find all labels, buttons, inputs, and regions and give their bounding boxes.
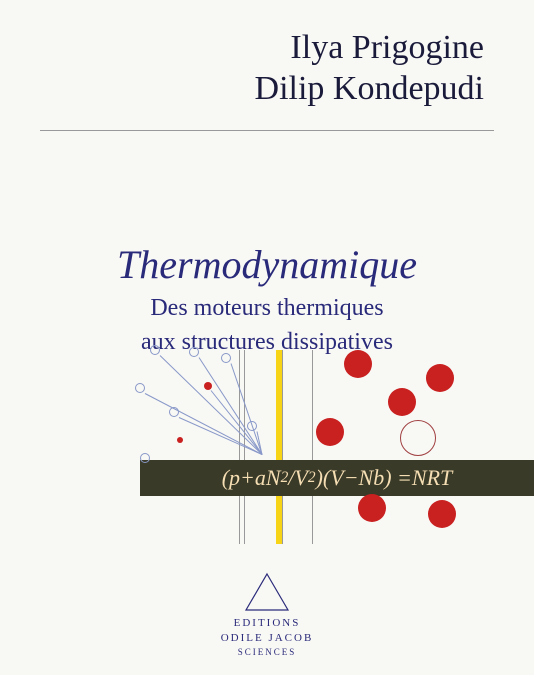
- yellow-divider-bar: [276, 350, 282, 544]
- molecule-red-dot: [344, 350, 372, 378]
- molecule-hollow-dot: [247, 421, 257, 431]
- molecule-hollow-dot: [221, 353, 231, 363]
- molecule-small-red-dot: [204, 382, 212, 390]
- trajectory-ring: [400, 420, 436, 456]
- molecule-red-dot: [428, 500, 456, 528]
- equation-bar: (p + aN2/V2)(V − Nb) = NRT: [140, 460, 534, 496]
- publisher-block: EDITIONS ODILE JACOB SCIENCES: [0, 572, 534, 657]
- molecule-red-dot: [388, 388, 416, 416]
- grid-vline: [312, 350, 313, 544]
- molecule-red-dot: [426, 364, 454, 392]
- author-block: Ilya Prigogine Dilip Kondepudi: [0, 0, 534, 122]
- molecule-red-dot: [316, 418, 344, 446]
- cover-diagram: (p + aN2/V2)(V − Nb) = NRT: [0, 350, 534, 570]
- grid-vline: [282, 350, 283, 544]
- molecule-hollow-dot: [150, 345, 160, 355]
- molecule-red-dot: [358, 494, 386, 522]
- molecule-hollow-dot: [135, 383, 145, 393]
- publisher-line2: ODILE JACOB: [0, 631, 534, 645]
- connector-line: [160, 355, 263, 455]
- subtitle-line1: Des moteurs thermiques: [0, 294, 534, 323]
- molecule-hollow-dot: [169, 407, 179, 417]
- publisher-line1: EDITIONS: [0, 616, 534, 630]
- molecule-hollow-dot: [140, 453, 150, 463]
- publisher-series: SCIENCES: [0, 647, 534, 657]
- molecule-small-red-dot: [177, 437, 183, 443]
- author-2: Dilip Kondepudi: [0, 69, 484, 110]
- title-block: Thermodynamique Des moteurs thermiques a…: [0, 241, 534, 358]
- divider-line: [40, 130, 494, 131]
- publisher-logo-icon: [244, 572, 290, 612]
- author-1: Ilya Prigogine: [0, 28, 484, 69]
- grid-vline: [239, 350, 240, 544]
- molecule-hollow-dot: [189, 347, 199, 357]
- book-title: Thermodynamique: [0, 241, 534, 288]
